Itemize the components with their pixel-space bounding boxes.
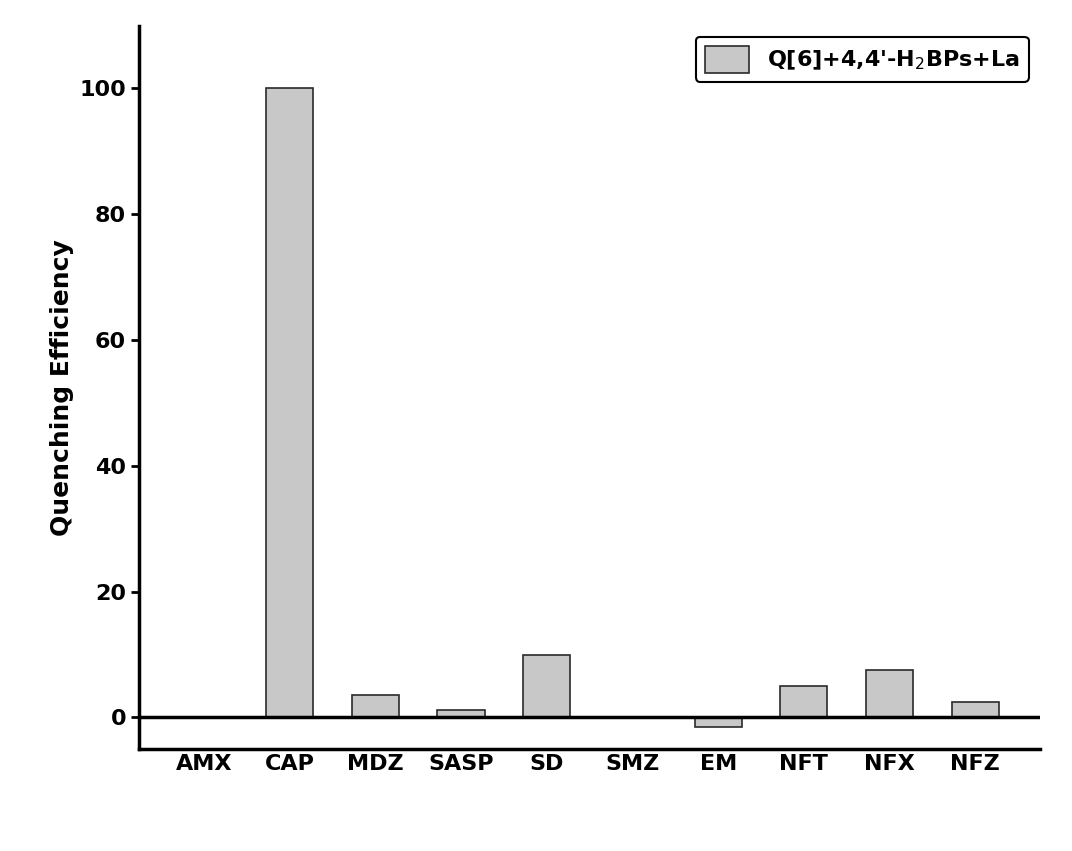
Bar [866,671,913,717]
Y-axis label: Quenching Efficiency: Quenching Efficiency [50,239,74,535]
Bar [523,654,570,717]
Bar [695,717,742,727]
Bar [352,695,399,717]
Bar [437,710,485,717]
Bar [952,702,999,717]
Legend: Q[6]+4,4'-H$_2$BPs+La: Q[6]+4,4'-H$_2$BPs+La [696,37,1029,82]
Bar [266,89,313,717]
Bar [780,686,828,717]
